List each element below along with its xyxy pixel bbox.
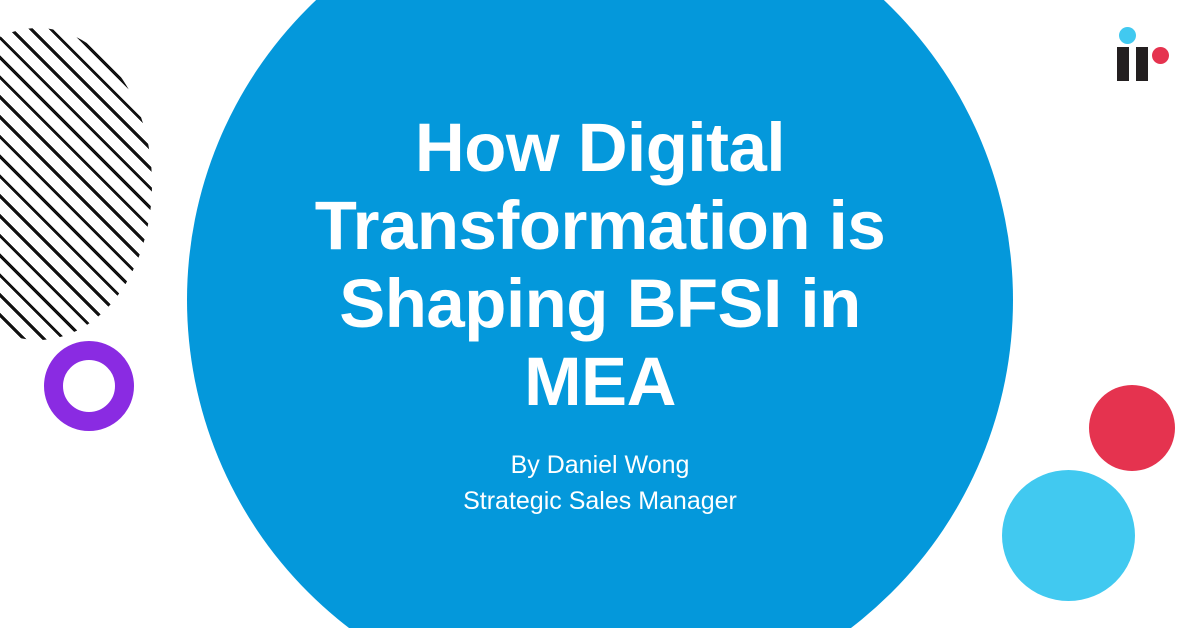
logo-right-bar-icon: [1136, 47, 1148, 81]
main-blue-circle-backdrop: [187, 0, 1013, 628]
presenter-name: By Daniel Wong: [510, 451, 690, 479]
slide-content: How Digital Transformation is Shaping BF…: [240, 0, 960, 628]
red-circle-decoration: [1089, 385, 1175, 471]
hatched-circle-decoration: [0, 28, 152, 340]
logo-left-bar-icon: [1117, 47, 1129, 81]
logo-red-dot-icon: [1152, 47, 1169, 64]
purple-ring-decoration: [44, 341, 134, 431]
presenter-role: Strategic Sales Manager: [463, 487, 737, 515]
cyan-circle-decoration: [1002, 470, 1135, 601]
logo-blue-dot-icon: [1119, 27, 1136, 44]
brand-logo: [1114, 26, 1174, 84]
slide-title: How Digital Transformation is Shaping BF…: [314, 109, 886, 420]
